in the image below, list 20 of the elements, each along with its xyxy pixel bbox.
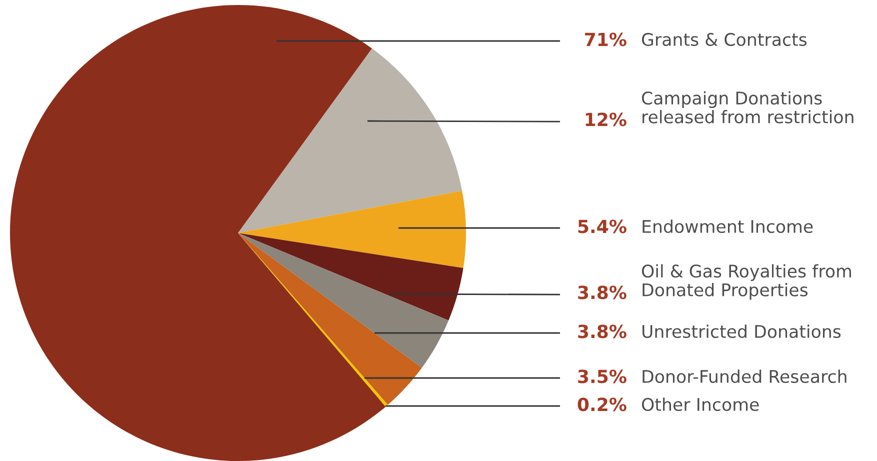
data-label: 5.4%: [578, 220, 626, 234]
data-label: 3.8%: [578, 324, 626, 338]
slice-label: Grants & Contracts: [642, 32, 807, 46]
data-label: 3.5%: [578, 370, 626, 384]
data-label: 3.8%: [578, 286, 626, 300]
slice-label: Oil & Gas Royalties from Donated Properties: [642, 264, 851, 300]
pie-slice: [238, 190, 466, 268]
slice-label: Other Income: [642, 398, 759, 412]
data-label: 0.2%: [578, 398, 626, 412]
slice-label: Unrestricted Donations: [642, 324, 841, 338]
pie-slice: [238, 233, 449, 368]
data-label: 71%: [584, 32, 626, 46]
slice-label: Campaign Donations released from restriction: [642, 91, 854, 124]
pie-slice: [238, 48, 462, 233]
pie-slice: [238, 233, 464, 320]
data-label: 12%: [586, 112, 626, 126]
pie-slice: [238, 233, 422, 405]
slice-label: Donor-Funded Research: [642, 370, 846, 384]
slice-label: Endowment Income: [642, 220, 813, 234]
pie-slice: [10, 5, 386, 461]
